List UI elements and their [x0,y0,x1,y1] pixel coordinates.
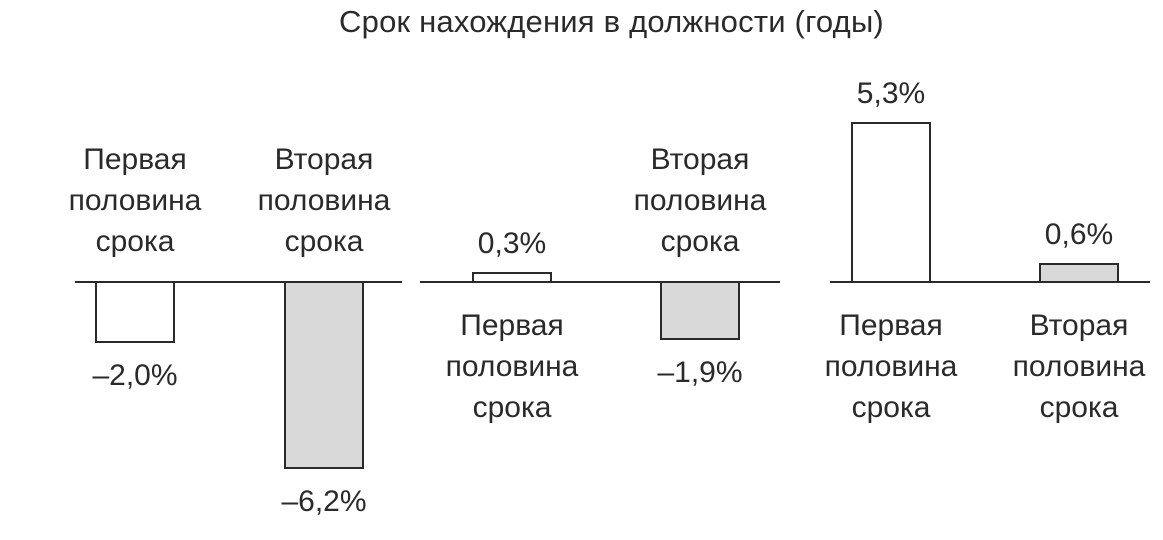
category-label: Первая [839,309,942,342]
value-label: –1,9% [657,356,742,389]
category-label: Вторая [651,143,750,176]
category-label: срока [96,225,175,258]
category-label: Вторая [1030,309,1129,342]
category-label: Первая [460,309,563,342]
category-label: срока [473,391,552,424]
bar [851,122,931,283]
value-label: 0,3% [478,227,546,260]
category-label: половина [825,350,958,383]
value-label: –6,2% [281,485,366,518]
bar [472,272,552,283]
bar [95,281,175,343]
category-label: срока [852,391,931,424]
category-label: Вторая [275,143,374,176]
category-label: половина [634,184,767,217]
category-label: половина [1013,350,1146,383]
value-label: 5,3% [857,77,925,110]
bar [284,281,364,469]
category-label: срока [1040,391,1119,424]
chart-title: Срок нахождения в должности (годы) [339,4,884,39]
category-label: срока [661,225,740,258]
category-label: Первая [83,143,186,176]
category-label: половина [446,350,579,383]
value-label: 0,6% [1045,218,1113,251]
bar [1039,263,1119,283]
category-label: половина [69,184,202,217]
value-label: –2,0% [92,359,177,392]
category-label: срока [285,225,364,258]
category-label: половина [258,184,391,217]
bar [660,281,740,340]
